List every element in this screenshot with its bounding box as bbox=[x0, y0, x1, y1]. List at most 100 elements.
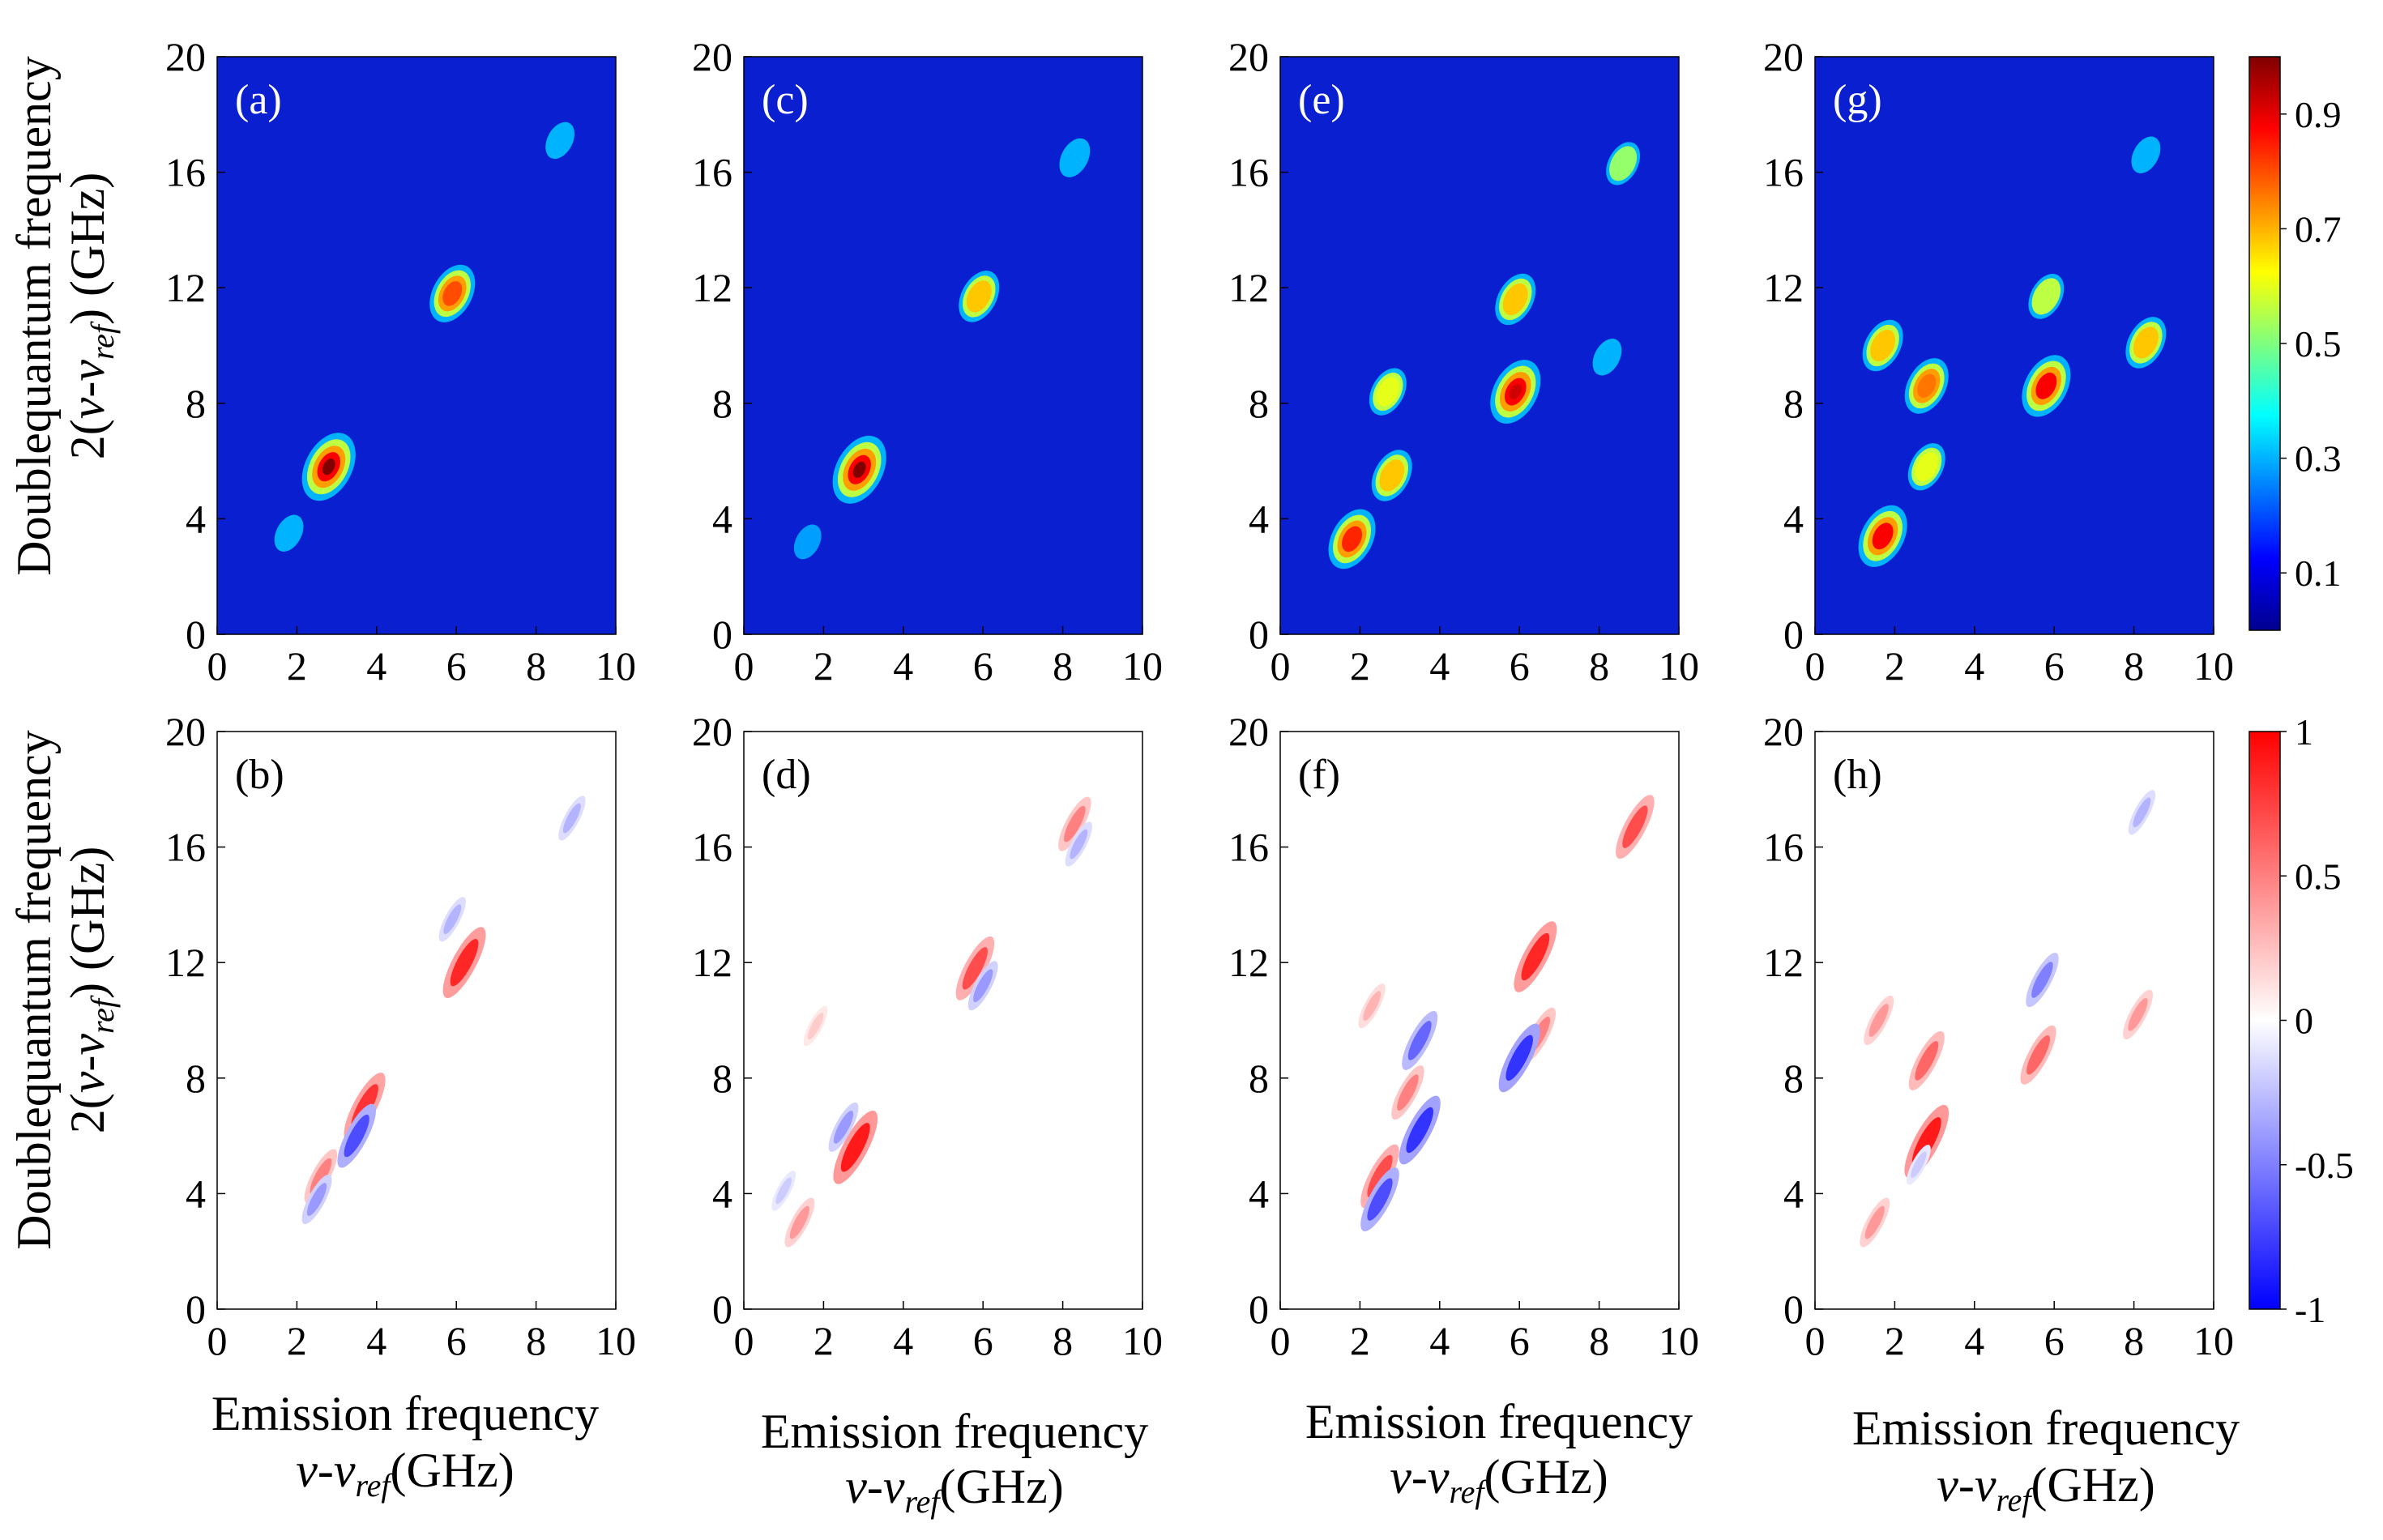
peak-contour bbox=[1367, 1178, 1393, 1221]
x-label-line2: ν-νref(GHz) bbox=[296, 1444, 514, 1504]
peak-contour bbox=[2031, 962, 2053, 998]
y-tick-label: 8 bbox=[1783, 1056, 1804, 1101]
y-tick-label: 12 bbox=[692, 940, 732, 985]
peaks bbox=[1358, 795, 1655, 1231]
x-tick-label: 8 bbox=[2124, 643, 2144, 689]
peak-mark bbox=[1065, 821, 1092, 867]
y-tick-label: 12 bbox=[1763, 265, 1804, 310]
panel-frame bbox=[743, 731, 1143, 1310]
x-tick-label: 8 bbox=[1589, 1318, 1609, 1363]
x-tick-label: 2 bbox=[1885, 643, 1905, 689]
peak-contour bbox=[1917, 373, 1937, 399]
peak-contour bbox=[1864, 1205, 1885, 1239]
x-tick-label: 8 bbox=[2124, 1318, 2144, 1363]
peak-contour bbox=[306, 1183, 327, 1216]
y-tick-label: 4 bbox=[186, 1171, 206, 1216]
y-label-line1: Doublequantum frequency bbox=[7, 56, 61, 575]
peak-mark bbox=[2125, 317, 2167, 369]
peak-mark bbox=[2020, 1025, 2056, 1085]
peak-contour bbox=[789, 1205, 809, 1239]
peak-contour bbox=[973, 969, 993, 1003]
peak-mark bbox=[274, 514, 304, 552]
x-tick-label: 8 bbox=[1589, 643, 1609, 689]
x-tick-label: 2 bbox=[287, 1318, 307, 1363]
x-tick-label: 10 bbox=[596, 643, 636, 689]
peak-contour bbox=[1342, 526, 1363, 552]
panel-frame bbox=[743, 56, 1143, 635]
y-tick-label: 16 bbox=[692, 825, 732, 870]
peak-mark bbox=[301, 1174, 332, 1225]
peak-mark bbox=[2128, 790, 2156, 835]
panel-g: 0 2 4 6 8 10 0 4 8 12 16 20 (g) bbox=[1763, 34, 2234, 689]
y-tick-label: 8 bbox=[1783, 381, 1804, 426]
y-tick-label: 20 bbox=[1228, 709, 1269, 754]
panel-d: 0 2 4 6 8 10 0 4 8 12 16 20 (d) bbox=[692, 709, 1163, 1363]
panel-label: (f) bbox=[1298, 752, 1340, 798]
peak-contour bbox=[807, 1013, 824, 1040]
colorbar-tick-label: 0.3 bbox=[2295, 438, 2342, 480]
y-tick-label: 0 bbox=[186, 612, 206, 657]
panel-background bbox=[1280, 732, 1679, 1309]
peak-mark bbox=[793, 524, 822, 560]
peak-mark bbox=[1369, 368, 1407, 416]
x-tick-label: 0 bbox=[734, 643, 754, 689]
peak-contour bbox=[310, 1158, 332, 1195]
y-axis-label-top: Doublequantum frequency 2(ν-νref) (GHz) bbox=[7, 56, 121, 575]
peak-mark bbox=[955, 936, 995, 1000]
peak-mark bbox=[1907, 1145, 1931, 1185]
panel-frame bbox=[1279, 56, 1680, 635]
peaks bbox=[274, 122, 575, 552]
x-tick-label: 10 bbox=[1122, 1318, 1163, 1363]
colorbar-tick-label: 0 bbox=[2295, 1000, 2313, 1042]
x-label-line1: Emission frequency bbox=[761, 1405, 1148, 1458]
peak-contour bbox=[1379, 459, 1405, 492]
peak-mark bbox=[833, 1111, 878, 1184]
peak-contour bbox=[2131, 136, 2161, 173]
y-tick-label: 20 bbox=[165, 709, 206, 754]
colorbar-tick-label: 0.1 bbox=[2295, 552, 2342, 594]
peak-mark bbox=[1862, 319, 1903, 372]
x-tick-label: 2 bbox=[1885, 1318, 1905, 1363]
peak-mark bbox=[2131, 136, 2161, 173]
peak-contour bbox=[1609, 146, 1638, 181]
peak-mark bbox=[967, 961, 998, 1011]
y-tick-label: 0 bbox=[712, 1286, 732, 1332]
peak-mark bbox=[337, 1103, 376, 1168]
peak-contour bbox=[442, 281, 463, 306]
peak-mark bbox=[1391, 1065, 1424, 1120]
peak-mark bbox=[1864, 995, 1894, 1046]
x-tick-label: 4 bbox=[1964, 1318, 1984, 1363]
x-tick-label: 8 bbox=[1053, 1318, 1073, 1363]
peaks bbox=[1860, 790, 2156, 1248]
peak-contour bbox=[1868, 1004, 1889, 1037]
x-tick-label: 10 bbox=[1122, 643, 1163, 689]
colorbar-tick-label: -1 bbox=[2295, 1289, 2325, 1330]
x-label-line2: ν-νref(GHz) bbox=[845, 1460, 1063, 1520]
peak-mark bbox=[1495, 273, 1536, 326]
peak-contour bbox=[1367, 1154, 1393, 1198]
colorbar-magnitude: 0.9 0.7 0.5 0.3 0.1 bbox=[2248, 56, 2342, 631]
peak-contour bbox=[1064, 805, 1086, 843]
x-label-line1: Emission frequency bbox=[1852, 1401, 2240, 1455]
x-tick-label: 2 bbox=[287, 643, 307, 689]
peak-mark bbox=[784, 1197, 815, 1248]
peak-contour bbox=[1397, 1074, 1419, 1111]
peak-mark bbox=[1860, 1197, 1890, 1248]
y-tick-label: 4 bbox=[712, 1171, 732, 1216]
peak-mark bbox=[2123, 989, 2153, 1039]
peak-mark bbox=[1498, 1023, 1540, 1093]
peak-mark bbox=[1592, 339, 1622, 376]
peak-contour bbox=[962, 947, 988, 990]
peak-mark bbox=[959, 271, 1000, 322]
panel-frame bbox=[216, 56, 617, 635]
peak-contour bbox=[1406, 1107, 1433, 1154]
peak-mark bbox=[1907, 443, 1945, 491]
panel-label: (b) bbox=[235, 752, 284, 798]
y-tick-label: 20 bbox=[692, 709, 732, 754]
y-tick-label: 16 bbox=[692, 150, 732, 195]
x-tick-label: 4 bbox=[366, 643, 386, 689]
x-tick-label: 0 bbox=[1805, 1318, 1826, 1363]
y-tick-label: 4 bbox=[712, 496, 732, 541]
peak-mark bbox=[771, 1171, 796, 1211]
x-tick-label: 8 bbox=[526, 1318, 546, 1363]
